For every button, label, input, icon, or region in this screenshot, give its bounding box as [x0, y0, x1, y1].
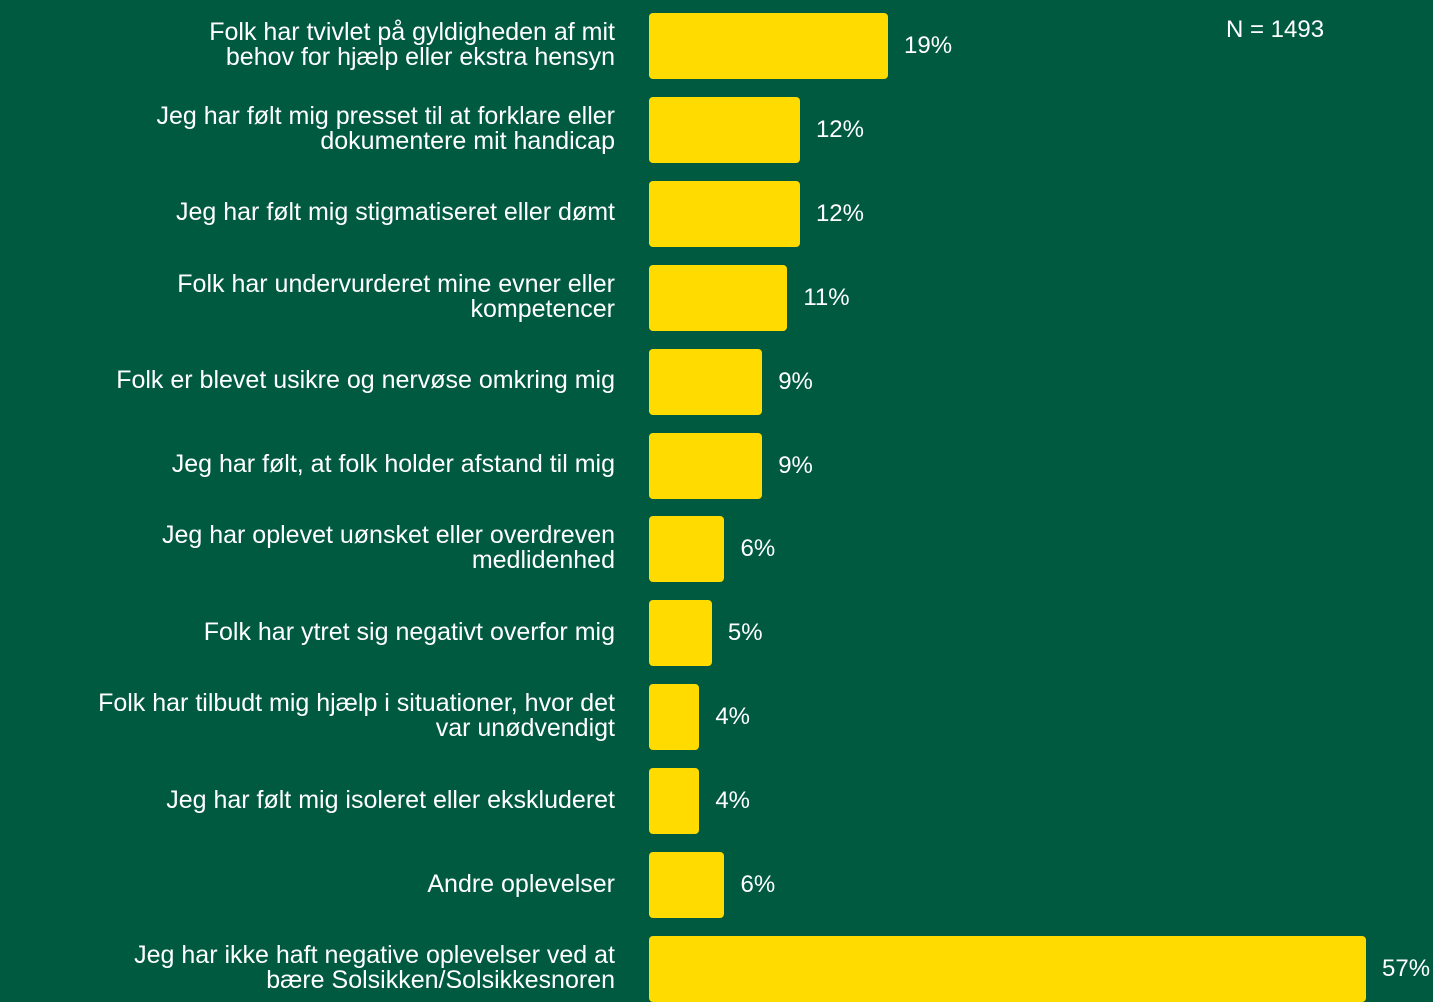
category-label: Jeg har oplevet uønsket eller overdreven…	[161, 521, 615, 575]
bar	[649, 852, 725, 918]
category-label: Jeg har følt mig stigmatiseret eller døm…	[175, 198, 615, 227]
sample-size-label: N = 1493	[1226, 16, 1325, 43]
value-label: 6%	[740, 871, 776, 898]
bar	[649, 348, 763, 415]
value-label: 5%	[727, 619, 763, 647]
value-label: 12%	[815, 115, 864, 143]
category-label: Folk har tilbudt mig hjælp i situationer…	[98, 689, 615, 743]
value-label: 6%	[740, 535, 776, 563]
bar	[649, 684, 700, 751]
category-label: Jeg har følt mig presset til at forklare…	[156, 101, 616, 155]
category-label: Folk har tvivlet på gyldigheden af mit b…	[209, 18, 615, 71]
category-label: Andre oplevelser	[427, 869, 615, 898]
category-label: Jeg har følt mig isoleret eller eksklude…	[166, 785, 615, 814]
category-label: Folk har ytret sig negativt overfor mig	[203, 617, 615, 646]
category-label: Jeg har ikke haft negative oplevelser ve…	[134, 940, 615, 994]
bar	[649, 516, 725, 583]
value-label: 57%	[1382, 954, 1431, 982]
category-label: Jeg har følt, at folk holder afstand til…	[171, 450, 615, 478]
bar	[649, 768, 700, 835]
value-label: 19%	[904, 32, 953, 59]
value-label: 4%	[715, 787, 750, 815]
bar	[649, 264, 788, 331]
category-label: Folk er blevet usikre og nervøse omkring…	[116, 366, 615, 395]
value-label: 11%	[803, 283, 850, 311]
value-label: 12%	[815, 199, 864, 227]
bar	[649, 13, 888, 79]
category-label: Folk har undervurderet mine evner eller …	[177, 269, 615, 323]
value-label: 4%	[715, 703, 750, 731]
bar	[649, 180, 800, 247]
value-label: 9%	[778, 451, 813, 479]
bar	[649, 432, 763, 499]
bar	[649, 600, 712, 667]
bar	[649, 935, 1366, 1002]
value-label: 9%	[778, 367, 813, 395]
bar	[649, 96, 800, 163]
